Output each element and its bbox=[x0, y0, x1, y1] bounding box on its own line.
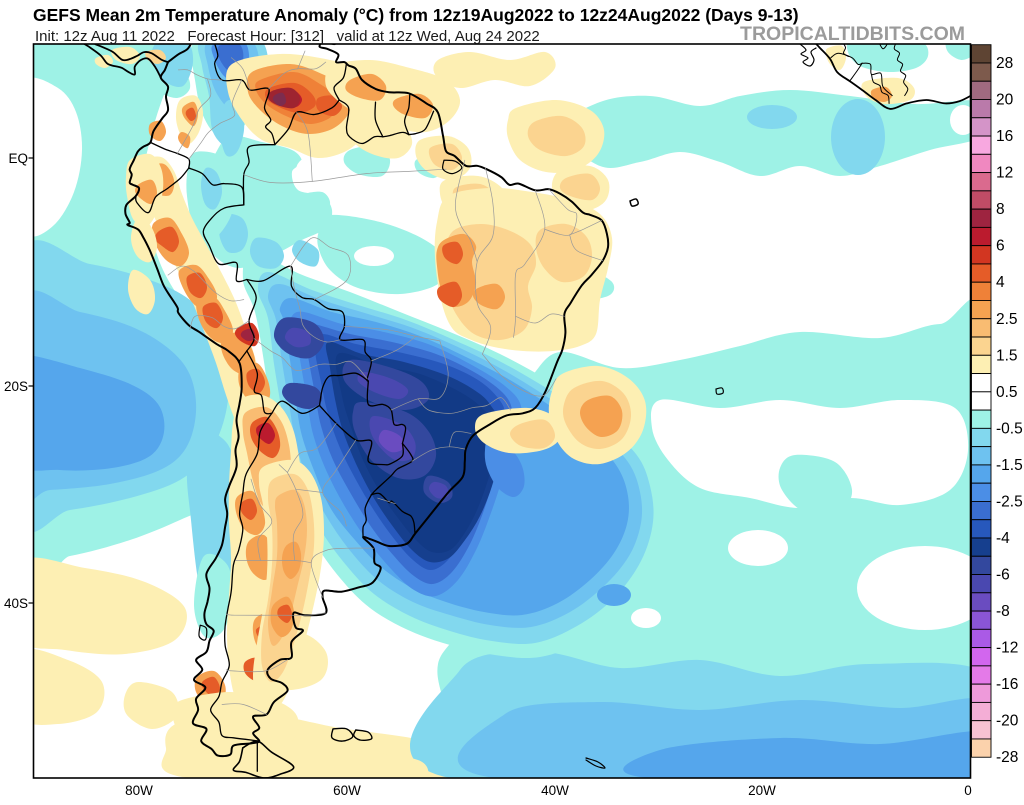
svg-text:-4: -4 bbox=[996, 530, 1010, 547]
svg-text:-1.5: -1.5 bbox=[996, 457, 1023, 474]
svg-text:1.5: 1.5 bbox=[996, 347, 1018, 364]
svg-text:80W: 80W bbox=[125, 783, 153, 798]
svg-text:-6: -6 bbox=[996, 567, 1010, 584]
svg-text:2.5: 2.5 bbox=[996, 311, 1018, 328]
svg-text:20W: 20W bbox=[748, 783, 776, 798]
svg-text:6: 6 bbox=[996, 238, 1005, 255]
svg-text:40S: 40S bbox=[4, 596, 28, 611]
svg-text:TROPICALTIDBITS.COM: TROPICALTIDBITS.COM bbox=[740, 23, 965, 45]
svg-text:40W: 40W bbox=[541, 783, 569, 798]
svg-text:-8: -8 bbox=[996, 603, 1010, 620]
svg-text:-2.5: -2.5 bbox=[996, 493, 1023, 510]
svg-text:GEFS Mean 2m Temperature Anoma: GEFS Mean 2m Temperature Anomaly (°C) fr… bbox=[33, 5, 799, 25]
svg-text:20S: 20S bbox=[4, 379, 28, 394]
svg-text:0: 0 bbox=[964, 783, 972, 798]
svg-text:60W: 60W bbox=[333, 783, 361, 798]
svg-text:28: 28 bbox=[996, 55, 1013, 72]
svg-text:16: 16 bbox=[996, 128, 1013, 145]
svg-text:8: 8 bbox=[996, 201, 1005, 218]
svg-text:Init: 12z Aug 11 2022 Foreca: Init: 12z Aug 11 2022 Forecast Hour: [31… bbox=[35, 28, 540, 45]
svg-text:-28: -28 bbox=[996, 749, 1018, 766]
svg-text:EQ: EQ bbox=[8, 151, 28, 166]
svg-text:0.5: 0.5 bbox=[996, 384, 1018, 401]
svg-text:4: 4 bbox=[996, 274, 1005, 291]
svg-text:-20: -20 bbox=[996, 713, 1019, 730]
svg-text:-16: -16 bbox=[996, 676, 1018, 693]
svg-text:-0.5: -0.5 bbox=[996, 420, 1023, 437]
svg-text:-12: -12 bbox=[996, 640, 1018, 657]
svg-text:12: 12 bbox=[996, 165, 1013, 182]
svg-text:20: 20 bbox=[996, 92, 1014, 109]
